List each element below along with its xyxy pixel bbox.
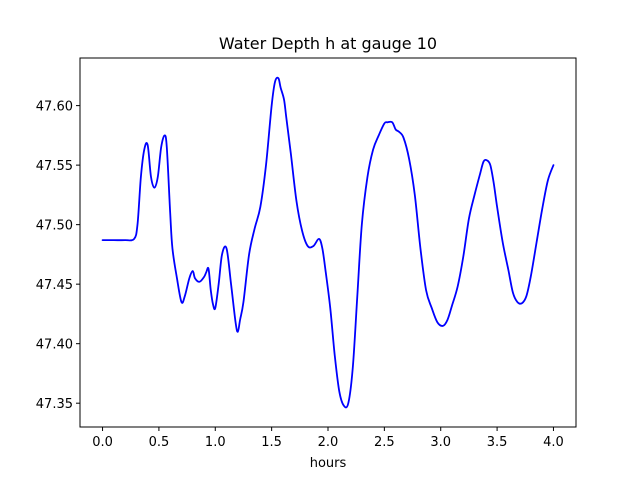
x-tick-label: 3.0	[430, 435, 451, 450]
x-tick-label: 0.5	[149, 435, 170, 450]
y-tick-label: 47.35	[36, 397, 73, 412]
chart-title: Water Depth h at gauge 10	[219, 34, 437, 53]
x-tick-label: 2.5	[374, 435, 395, 450]
x-axis-ticks: 0.0 0.5 1.0 1.5 2.0 2.5 3.0 3.5 4.0	[92, 427, 564, 450]
x-tick-label: 4.0	[543, 435, 564, 450]
y-tick-label: 47.40	[36, 338, 73, 353]
y-tick-label: 47.45	[36, 278, 73, 293]
y-axis-ticks: 47.35 47.40 47.45 47.50 47.55 47.60	[36, 100, 80, 412]
x-axis-label: hours	[310, 456, 347, 471]
plot-frame	[79, 57, 577, 428]
x-tick-label: 1.0	[205, 435, 226, 450]
x-tick-label: 3.5	[487, 435, 508, 450]
y-tick-label: 47.50	[36, 219, 73, 234]
x-tick-label: 0.0	[92, 435, 113, 450]
series-line	[101, 76, 555, 409]
x-tick-label: 1.5	[261, 435, 282, 450]
x-tick-label: 2.0	[318, 435, 339, 450]
y-tick-label: 47.60	[36, 100, 73, 115]
y-tick-label: 47.55	[36, 159, 73, 174]
